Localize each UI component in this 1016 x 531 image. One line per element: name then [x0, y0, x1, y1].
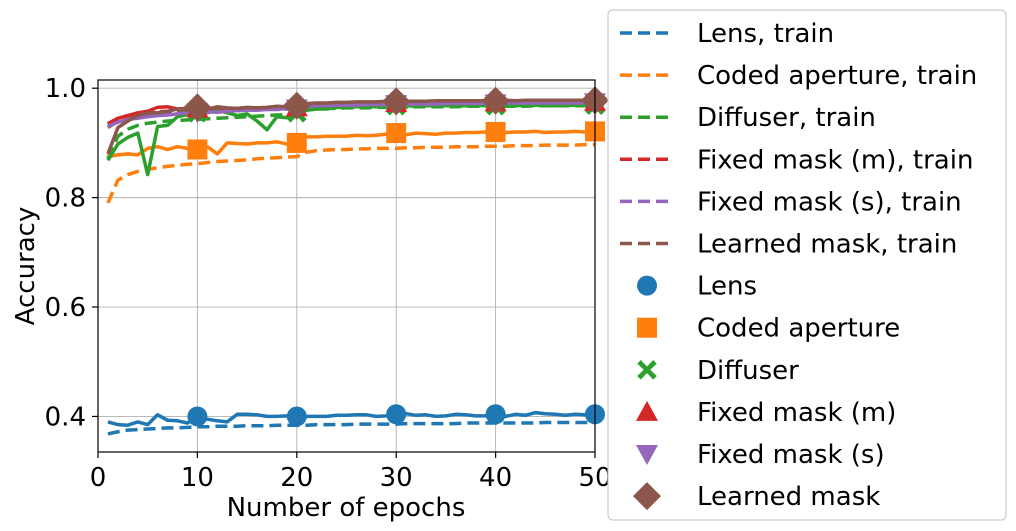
- legend-label-fixed-mask-m-train: Fixed mask (m), train: [697, 145, 973, 175]
- y-tick-label: 0.8: [45, 184, 86, 214]
- legend: Lens, train Coded aperture, train Diffuser…: [607, 9, 1007, 521]
- legend-label-diffuser: Diffuser: [697, 356, 799, 386]
- legend-swatch-lens: [637, 275, 657, 296]
- x-tick-label: 20: [280, 463, 313, 493]
- legend-label-fixed-mask-s-train: Fixed mask (s), train: [697, 187, 962, 217]
- series-line-lens-train: [107, 420, 595, 436]
- legend-label-fixed-mask-m: Fixed mask (m): [697, 398, 896, 428]
- legend-swatch-diffuser: [637, 360, 657, 380]
- legend-label-coded-aperture-train: Coded aperture, train: [697, 61, 977, 91]
- data-point-lens: [187, 406, 208, 427]
- x-tick-label: 10: [181, 463, 214, 493]
- legend-swatch-learned-mask: [633, 482, 661, 511]
- y-axis-label: Accuracy: [11, 207, 41, 326]
- series-line-coded-aperture-train: [106, 142, 595, 204]
- data-point-lens: [485, 404, 506, 425]
- legend-label-learned-mask-train: Learned mask, train: [697, 230, 957, 260]
- data-point-coded-aperture: [386, 123, 407, 144]
- series-layer: [106, 98, 595, 436]
- legend-swatch-fixed-mask-m: [636, 400, 658, 421]
- legend-label-fixed-mask-s: Fixed mask (s): [697, 440, 885, 470]
- data-point-learned-mask: [183, 93, 212, 122]
- data-point-coded-aperture: [286, 132, 307, 153]
- legend-label-diffuser-train: Diffuser, train: [697, 103, 876, 133]
- markers-layer: [183, 86, 609, 427]
- plot-frame: [97, 79, 596, 453]
- legend-label-lens-train: Lens, train: [697, 19, 834, 49]
- y-tick-label: 1.0: [45, 74, 86, 104]
- x-tick-label: 30: [380, 463, 413, 493]
- data-point-coded-aperture: [187, 139, 208, 160]
- x-tick-label: 40: [479, 463, 512, 493]
- data-point-learned-mask: [282, 91, 311, 120]
- legend-swatch-fixed-mask-s: [636, 445, 658, 465]
- legend-label-lens: Lens: [697, 272, 757, 302]
- y-tick-label: 0.4: [45, 402, 86, 432]
- axis-ticks: 0 10 20 30 40 50 0.4 0.6 0.8 1.0: [45, 74, 612, 493]
- x-tick-label: 50: [578, 463, 611, 493]
- legend-label-learned-mask: Learned mask: [697, 482, 880, 512]
- x-tick-label: 0: [90, 463, 107, 493]
- data-point-lens: [286, 406, 307, 427]
- data-point-coded-aperture: [485, 121, 506, 142]
- data-point-learned-mask: [481, 86, 510, 115]
- legend-swatch-coded-aperture: [637, 317, 657, 338]
- y-tick-label: 0.6: [45, 293, 86, 323]
- data-point-lens: [386, 404, 407, 425]
- legend-label-coded-aperture: Coded aperture: [697, 314, 900, 344]
- x-axis-label: Number of epochs: [227, 493, 466, 523]
- data-point-learned-mask: [382, 87, 411, 116]
- legend-frame: [607, 9, 1007, 521]
